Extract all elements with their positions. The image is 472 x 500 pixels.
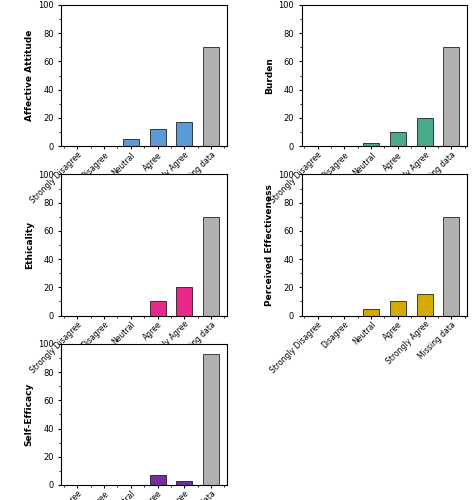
Bar <box>363 308 379 316</box>
Bar <box>150 302 166 316</box>
Y-axis label: Ethicality: Ethicality <box>25 221 34 269</box>
Bar <box>416 118 432 146</box>
Bar <box>416 294 432 316</box>
Bar <box>203 217 219 316</box>
Bar <box>390 132 406 146</box>
Bar <box>363 144 379 146</box>
Bar <box>203 48 219 146</box>
Bar <box>203 354 219 485</box>
Bar <box>150 475 166 485</box>
Bar <box>390 302 406 316</box>
Y-axis label: Self-Efficacy: Self-Efficacy <box>25 382 34 446</box>
Bar <box>150 129 166 146</box>
Bar <box>176 288 192 316</box>
Y-axis label: Burden: Burden <box>265 57 274 94</box>
Bar <box>443 217 459 316</box>
Bar <box>176 122 192 146</box>
Y-axis label: Affective Attitude: Affective Attitude <box>25 30 34 122</box>
Bar <box>123 139 139 146</box>
Y-axis label: Perceived Effectiveness: Perceived Effectiveness <box>265 184 274 306</box>
Bar <box>443 48 459 146</box>
Bar <box>176 481 192 485</box>
